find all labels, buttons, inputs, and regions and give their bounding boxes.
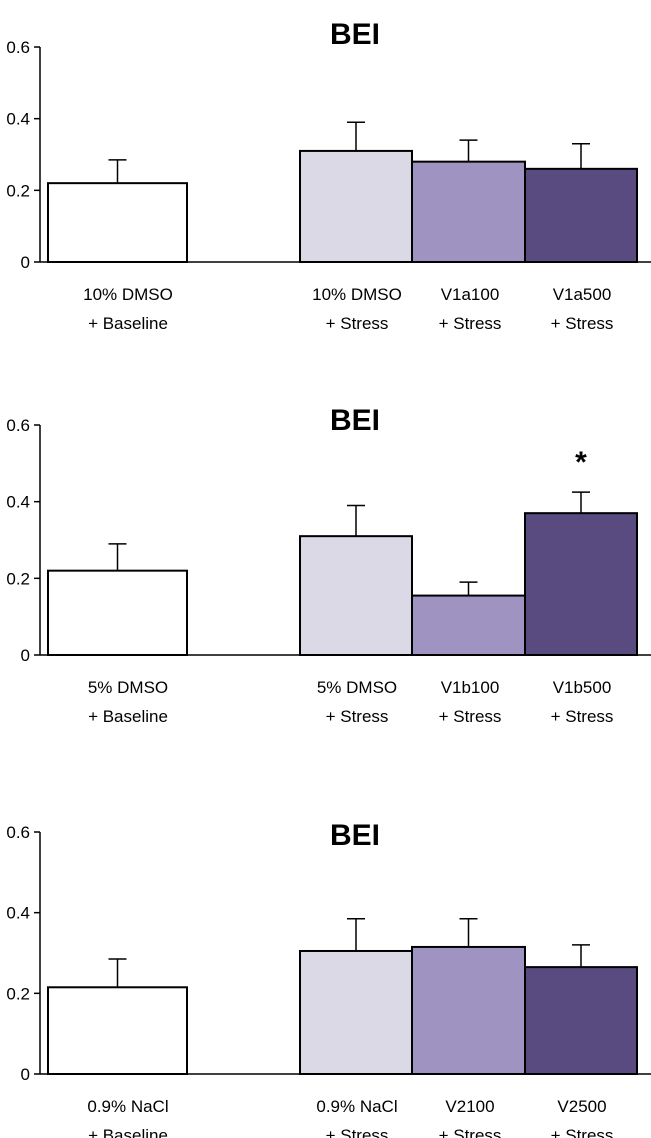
chart-panel: BEI 0 0.2 0.4 0.6 5% DMSO + Baseline 5% DMSO + S… (6, 404, 651, 726)
x-category-label: V2100 (445, 1097, 494, 1116)
x-category-label: V1a100 (441, 285, 500, 304)
x-category-label: 10% DMSO (312, 285, 402, 304)
y-tick-label: 0 (21, 1065, 30, 1084)
x-category-label: V1b100 (441, 678, 500, 697)
x-category-sublabel: + Stress (326, 314, 389, 333)
chart-panel: BEI 0 0.2 0.4 0.6 10% DMSO + Baseline 10% DMSO +… (6, 18, 651, 333)
y-tick-label: 0.2 (6, 984, 30, 1003)
chart-title: BEI (330, 18, 380, 51)
x-category-label: V1a500 (553, 285, 612, 304)
bar (47, 569, 188, 657)
y-tick-label: 0.4 (6, 110, 30, 129)
x-category-sublabel: + Baseline (88, 314, 168, 333)
bar (299, 535, 413, 657)
chart-title: BEI (330, 819, 380, 852)
x-category-sublabel: + Stress (439, 314, 502, 333)
bar (299, 949, 413, 1076)
x-category-label: 0.9% NaCl (316, 1097, 397, 1116)
y-tick-label: 0.2 (6, 181, 30, 200)
bar (411, 160, 526, 264)
x-category-sublabel: + Stress (439, 707, 502, 726)
bar (524, 512, 638, 657)
y-tick-label: 0.6 (6, 38, 30, 57)
chart-title: BEI (330, 404, 380, 437)
x-category-sublabel: + Baseline (88, 1126, 168, 1138)
x-category-sublabel: + Baseline (88, 707, 168, 726)
x-category-label: 5% DMSO (317, 678, 397, 697)
y-tick-label: 0.2 (6, 569, 30, 588)
bar (524, 966, 638, 1075)
chart-panel: BEI 0 0.2 0.4 0.6 0.9% NaCl + Baseline 0.9% NaC… (6, 819, 651, 1138)
bar (47, 182, 188, 264)
y-tick-label: 0.6 (6, 823, 30, 842)
y-tick-label: 0 (21, 253, 30, 272)
x-category-label: V2500 (557, 1097, 606, 1116)
x-category-sublabel: + Stress (551, 707, 614, 726)
x-category-label: V1b500 (553, 678, 612, 697)
significance-marker: * (575, 446, 587, 479)
x-category-sublabel: + Stress (551, 314, 614, 333)
y-tick-label: 0.4 (6, 904, 30, 923)
y-tick-label: 0.4 (6, 493, 30, 512)
x-category-sublabel: + Stress (551, 1126, 614, 1138)
bar (47, 986, 188, 1075)
x-category-sublabel: + Stress (326, 707, 389, 726)
bar (411, 594, 526, 656)
bar (524, 167, 638, 263)
x-category-label: 5% DMSO (88, 678, 168, 697)
y-tick-label: 0 (21, 646, 30, 665)
bar (299, 149, 413, 264)
x-category-sublabel: + Stress (326, 1126, 389, 1138)
x-category-sublabel: + Stress (439, 1126, 502, 1138)
x-category-label: 0.9% NaCl (87, 1097, 168, 1116)
y-tick-label: 0.6 (6, 416, 30, 435)
bar (411, 945, 526, 1076)
x-category-label: 10% DMSO (83, 285, 173, 304)
